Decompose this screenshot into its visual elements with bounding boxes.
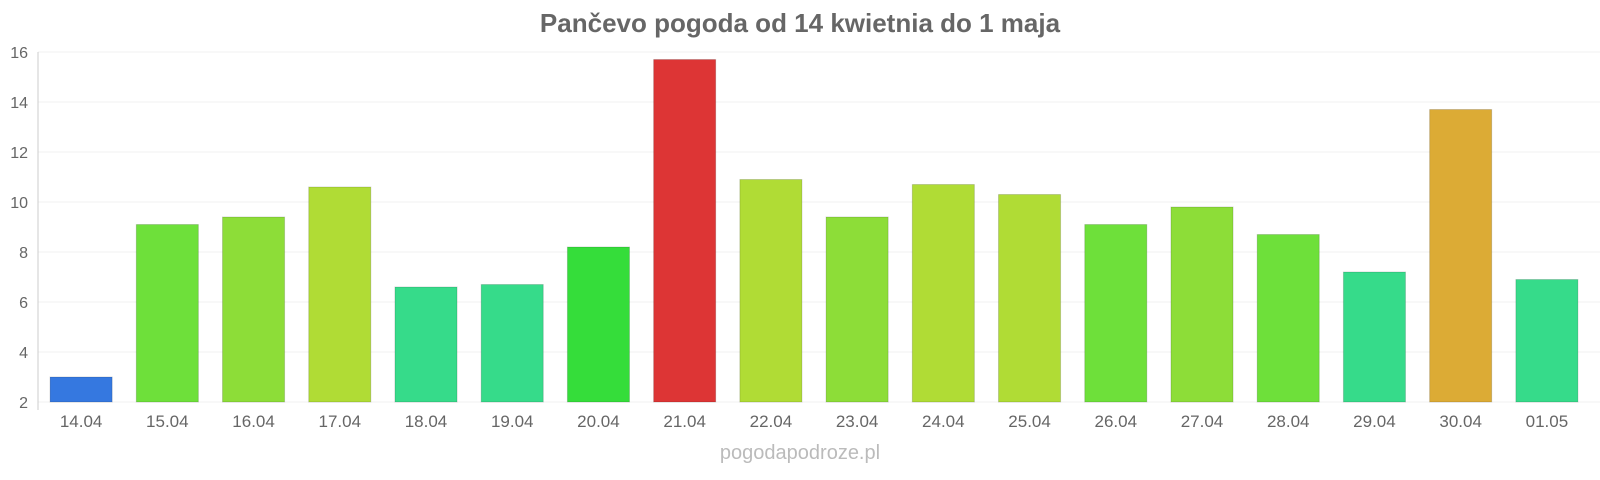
x-tick-label: 17.04	[319, 412, 362, 431]
x-tick-label: 30.04	[1439, 412, 1482, 431]
bar-29.04	[1342, 271, 1406, 403]
y-tick-label: 10	[10, 195, 28, 212]
bar-27.04	[1170, 206, 1234, 403]
bar-22.04	[739, 179, 803, 403]
gridlines	[38, 51, 1600, 403]
bar-21.04	[653, 59, 717, 403]
x-tick-label: 27.04	[1181, 412, 1224, 431]
y-tick-label: 6	[19, 295, 28, 312]
x-tick-label: 25.04	[1008, 412, 1051, 431]
bar-28.04	[1256, 234, 1320, 403]
x-tick-label: 29.04	[1353, 412, 1396, 431]
x-tick-label: 26.04	[1095, 412, 1138, 431]
bar-24.04	[911, 184, 975, 403]
y-tick-label: 16	[10, 45, 28, 62]
bar-17.04	[308, 186, 372, 403]
x-tick-label: 21.04	[663, 412, 706, 431]
x-tick-label: 16.04	[232, 412, 275, 431]
x-tick-label: 23.04	[836, 412, 879, 431]
bar-01.05	[1515, 279, 1579, 403]
y-tick-label: 8	[19, 245, 28, 262]
chart-title: Pančevo pogoda od 14 kwietnia do 1 maja	[540, 8, 1061, 38]
tick-labels: 2 4 6 8 10 12 14 16 14.04 15.04 16.04 17.04 18.04 19.…	[10, 45, 1568, 431]
bar-20.04	[566, 246, 630, 403]
bar-16.04	[222, 216, 286, 403]
bar-25.04	[998, 194, 1062, 403]
y-tick-label: 14	[10, 95, 28, 112]
y-tick-label: 12	[10, 145, 28, 162]
x-tick-label: 18.04	[405, 412, 448, 431]
y-tick-label: 4	[19, 345, 28, 362]
y-tick-label: 2	[19, 395, 28, 412]
x-tick-label: 14.04	[60, 412, 103, 431]
bar-19.04	[480, 284, 544, 403]
bar-18.04	[394, 286, 458, 403]
watermark-text: pogodapodroze.pl	[720, 442, 880, 464]
x-tick-label: 01.05	[1526, 412, 1569, 431]
x-tick-label: 24.04	[922, 412, 965, 431]
x-tick-label: 28.04	[1267, 412, 1310, 431]
bars	[49, 59, 1579, 403]
bar-23.04	[825, 216, 889, 403]
bar-14.04	[49, 376, 113, 403]
bar-30.04	[1429, 109, 1493, 403]
x-tick-label: 20.04	[577, 412, 620, 431]
x-tick-label: 19.04	[491, 412, 534, 431]
x-tick-label: 22.04	[750, 412, 793, 431]
bar-26.04	[1084, 224, 1148, 403]
bar-15.04	[135, 224, 199, 403]
x-tick-label: 15.04	[146, 412, 189, 431]
